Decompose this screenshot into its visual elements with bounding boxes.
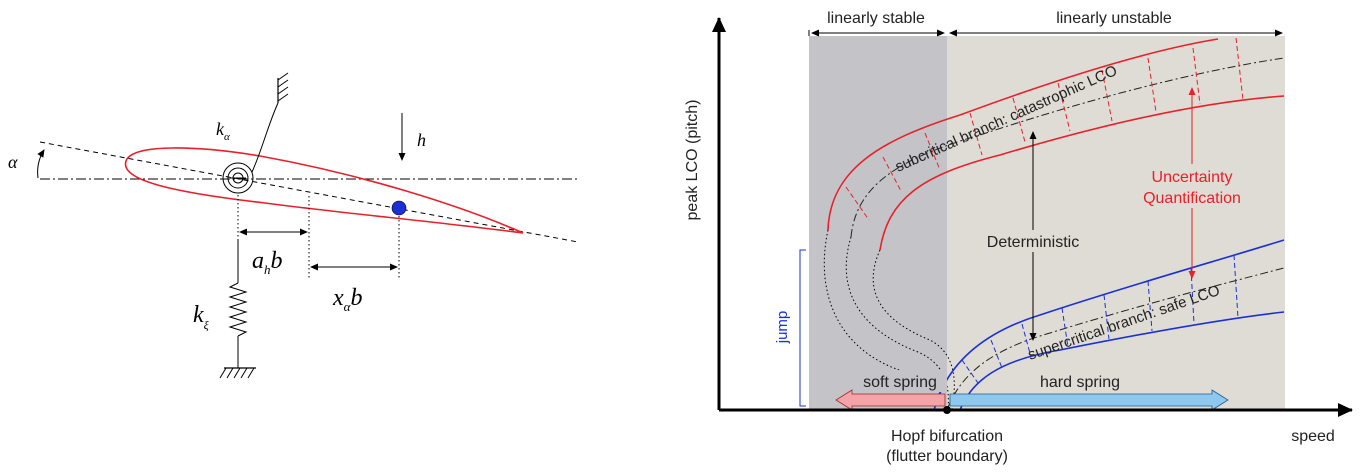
stable-region (809, 36, 947, 410)
chord-line (39, 141, 579, 243)
hopf-point (943, 406, 951, 414)
y-axis-label: peak LCO (pitch) (684, 100, 701, 221)
soft-spring-label: soft spring (863, 374, 937, 391)
xab-label: xαb (332, 285, 362, 314)
uq-label-line2: Quantification (1143, 190, 1241, 207)
torsion-spring (222, 72, 289, 194)
subcritical-branch (827, 37, 1285, 251)
bifurcation-diagram: linearly stable linearly unstable (684, 10, 1353, 465)
linearly-unstable-label: linearly unstable (1056, 10, 1172, 27)
deterministic-label: Deterministic (987, 234, 1079, 251)
subcritical-mean-curve (850, 57, 1285, 238)
hard-spring-arrow (949, 389, 1229, 411)
uq-label-line1: Uncertainty (1152, 169, 1233, 186)
soft-spring-arrow (835, 389, 946, 411)
linearly-stable-label: linearly stable (827, 10, 925, 27)
k-xi-label: kξ (193, 302, 210, 332)
supercritical-mean-curve (946, 267, 1285, 411)
alpha-arc (37, 149, 45, 179)
h-label: h (417, 130, 426, 150)
x-axis-label: speed (1291, 428, 1335, 445)
jump-label: jump (774, 311, 791, 345)
supercritical-lower-curve (959, 311, 1285, 411)
hard-spring-label: hard spring (1040, 374, 1120, 391)
subcritical-upper-curve (827, 38, 1219, 231)
alpha-symbol: α (8, 152, 18, 172)
ahb-label: ahb (252, 248, 283, 277)
hopf-label-line1: Hopf bifurcation (891, 428, 1003, 445)
hopf-label-line2: (flutter boundary) (886, 448, 1008, 465)
unstable-region (947, 36, 1285, 410)
subcritical-lower-curve (879, 95, 1285, 251)
jump-bracket (799, 249, 806, 407)
airfoil-shape (124, 147, 524, 234)
airfoil-diagram: α kα h ahb xαb (8, 72, 579, 379)
k-alpha-label: kα (216, 119, 230, 143)
supercritical-upper-curve (933, 239, 1285, 411)
heave-spring (219, 240, 256, 379)
center-of-mass (391, 200, 407, 216)
